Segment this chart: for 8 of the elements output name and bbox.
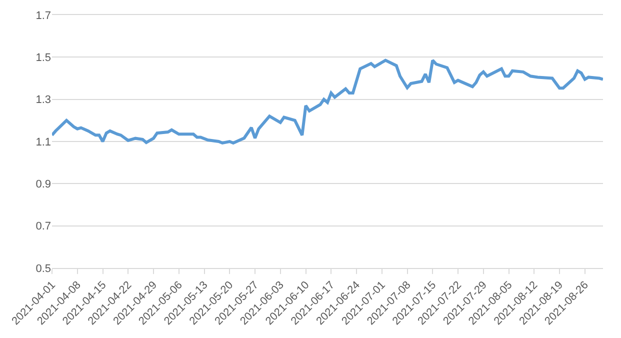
y-tick-label: 0.9: [36, 178, 51, 191]
y-tick-label: 1.5: [36, 52, 51, 64]
y-tick-label: 1.1: [36, 136, 51, 148]
y-tick-label: 0.5: [36, 262, 51, 275]
line-series: [52, 58, 603, 144]
y-tick-label: 1.3: [36, 94, 51, 106]
y-tick-label: 0.7: [36, 220, 51, 233]
y-tick-label: 1.7: [36, 10, 51, 22]
